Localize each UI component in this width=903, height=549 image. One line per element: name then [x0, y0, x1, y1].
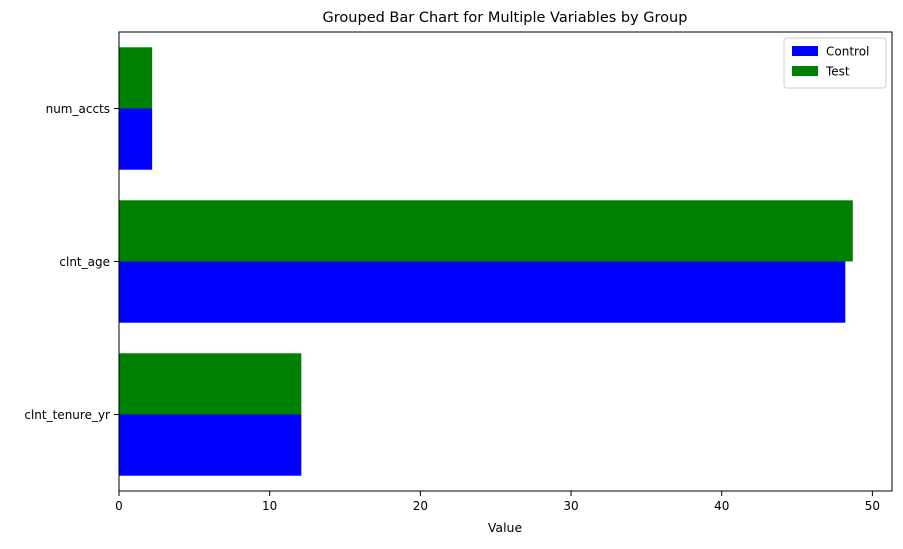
x-tick-label: 30: [563, 499, 578, 513]
plot-area: 0 10 20 30 40 50 clnt_tenure_yr clnt_age num_acc…: [24, 31, 893, 513]
bar-control-clnt_age: [119, 261, 846, 323]
legend-label-control: Control: [826, 45, 869, 59]
x-tick-label: 20: [413, 499, 428, 513]
chart-title: Grouped Bar Chart for Multiple Variables…: [323, 10, 688, 26]
x-tick-label: 50: [865, 499, 880, 513]
legend-label-test: Test: [825, 65, 850, 79]
x-axis-label: Value: [488, 520, 523, 535]
y-tick-label: clnt_age: [59, 255, 110, 269]
x-tick-label: 10: [262, 499, 277, 513]
legend: Control Test: [783, 37, 887, 89]
y-tick-label: clnt_tenure_yr: [24, 408, 110, 422]
y-tick-label: num_accts: [46, 102, 110, 116]
x-tick-label: 40: [714, 499, 729, 513]
bar-control-clnt_tenure_yr: [119, 414, 302, 476]
x-tick-label: 0: [115, 499, 123, 513]
bar-control-num_accts: [119, 108, 153, 170]
bar-test-clnt_age: [119, 200, 853, 262]
legend-swatch-test: [792, 66, 818, 76]
bar-test-clnt_tenure_yr: [119, 353, 302, 415]
bar-test-num_accts: [119, 47, 153, 109]
legend-swatch-control: [792, 46, 818, 56]
